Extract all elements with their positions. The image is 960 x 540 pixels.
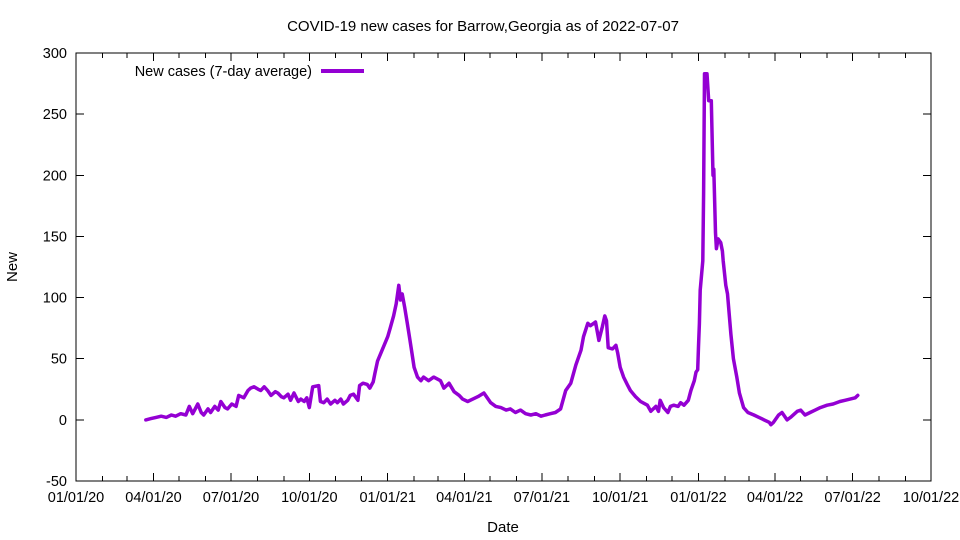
y-axis-tick-labels: -50 0 50 100 150 200 250 300	[43, 46, 67, 490]
svg-text:250: 250	[43, 107, 67, 123]
svg-text:50: 50	[51, 352, 67, 368]
svg-text:01/01/20: 01/01/20	[48, 490, 104, 506]
svg-text:04/01/22: 04/01/22	[747, 490, 803, 506]
x-axis-ticks	[75, 53, 932, 481]
svg-text:04/01/21: 04/01/21	[436, 490, 492, 506]
svg-text:150: 150	[43, 229, 67, 245]
svg-text:10/01/21: 10/01/21	[592, 490, 648, 506]
y-axis-title: New	[4, 252, 21, 282]
svg-text:01/01/21: 01/01/21	[359, 490, 415, 506]
svg-text:07/01/22: 07/01/22	[824, 490, 880, 506]
chart-title: COVID-19 new cases for Barrow,Georgia as…	[287, 18, 679, 35]
svg-text:10/01/22: 10/01/22	[903, 490, 959, 506]
svg-text:04/01/20: 04/01/20	[125, 490, 181, 506]
svg-text:300: 300	[43, 46, 67, 62]
legend: New cases (7-day average)	[135, 64, 364, 80]
svg-text:0: 0	[59, 413, 67, 429]
plot-border	[75, 52, 932, 482]
svg-text:10/01/20: 10/01/20	[281, 490, 337, 506]
legend-label: New cases (7-day average)	[135, 64, 312, 80]
y-axis-ticks	[76, 52, 931, 482]
svg-text:07/01/21: 07/01/21	[514, 490, 570, 506]
svg-text:07/01/20: 07/01/20	[203, 490, 259, 506]
series-line-new-cases	[144, 72, 860, 427]
svg-text:100: 100	[43, 291, 67, 307]
svg-text:01/01/22: 01/01/22	[670, 490, 726, 506]
svg-text:200: 200	[43, 168, 67, 184]
x-axis-tick-labels: 01/01/20 04/01/20 07/01/20 10/01/20 01/01/21…	[48, 490, 959, 506]
x-axis-title: Date	[487, 519, 519, 536]
svg-text:-50: -50	[46, 474, 67, 490]
